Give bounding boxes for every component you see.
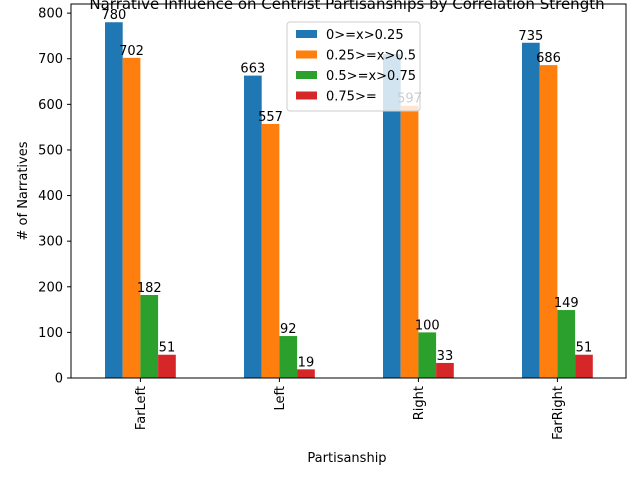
bar-FarRight-series-2: [557, 310, 576, 378]
bar-Left-series-1: [261, 123, 280, 378]
bar-value-label: 92: [280, 322, 297, 337]
bar-value-label: 19: [298, 355, 315, 370]
y-axis: 0 100 200 300 400 500 600 700 800: [38, 7, 71, 387]
x-axis: FarLeft Left Right FarRight: [134, 378, 566, 440]
y-tick-label: 600: [38, 98, 63, 113]
bar-value-label: 702: [119, 44, 144, 59]
x-axis-label: Partisanship: [307, 451, 386, 466]
bar-Right-series-2: [418, 332, 437, 378]
y-tick-label: 500: [38, 143, 63, 158]
y-tick-label: 700: [38, 52, 63, 67]
bar-labels: 7806637357025575976861829210014951193351: [101, 8, 592, 370]
bar-value-label: 780: [101, 8, 126, 23]
bar-FarRight-series-3: [575, 354, 593, 378]
bar-FarRight-series-0: [522, 42, 540, 379]
bar-value-label: 557: [258, 110, 283, 125]
x-tick-label: FarLeft: [134, 386, 149, 430]
legend-swatch: [296, 30, 317, 38]
bar-FarLeft-series-2: [140, 294, 159, 378]
bar-value-label: 686: [536, 51, 561, 66]
y-tick-label: 400: [38, 189, 63, 204]
bar-FarLeft-series-0: [105, 22, 123, 379]
legend-label: 0.25>=x>0.5: [326, 49, 416, 64]
legend-box: [286, 21, 421, 112]
bar-value-label: 182: [137, 281, 162, 296]
bar-Left-series-3: [297, 369, 315, 378]
chart-title: Narrative Influence on Centrist Partisan…: [89, 0, 604, 13]
plot-frame: [70, 3, 627, 379]
bar-Right-series-0: [383, 54, 401, 379]
bar-FarRight-series-1: [539, 65, 558, 379]
y-tick-label: 0: [55, 372, 63, 387]
y-tick-label: 200: [38, 280, 63, 295]
bar-value-label: 33: [437, 349, 454, 364]
legend: 0>=x>0.25 0.25>=x>0.5 0.5>=x>0.75 0.75>=: [286, 21, 421, 112]
bar-Left-series-2: [279, 336, 298, 378]
bar-Right-series-1: [400, 105, 419, 379]
bar-Left-series-0: [244, 75, 262, 379]
y-tick-label: 300: [38, 235, 63, 250]
bar-Right-series-3: [436, 362, 454, 378]
bar-value-label: 100: [415, 318, 440, 333]
x-tick-label: Left: [273, 386, 288, 410]
bar-value-label: 51: [159, 341, 176, 356]
legend-swatch: [296, 50, 317, 59]
bar-FarLeft-series-3: [158, 354, 176, 378]
y-tick-label: 800: [38, 7, 63, 22]
y-tick-label: 100: [38, 326, 63, 341]
bar-value-label: 663: [240, 62, 265, 77]
x-tick-label: FarRight: [551, 386, 566, 440]
y-axis-label: # of Narratives: [16, 141, 31, 240]
bar-value-label: 51: [576, 341, 593, 356]
bar-FarLeft-series-1: [122, 57, 141, 378]
bar-value-label: 149: [554, 296, 579, 311]
bars: [105, 22, 593, 379]
legend-swatch: [296, 71, 317, 79]
bar-value-label: 735: [518, 29, 543, 44]
legend-label: 0.5>=x>0.75: [326, 69, 416, 84]
legend-label: 0>=x>0.25: [326, 28, 404, 43]
legend-label: 0.75>=: [326, 90, 377, 105]
legend-swatch: [296, 91, 317, 100]
x-tick-label: Right: [412, 386, 427, 420]
